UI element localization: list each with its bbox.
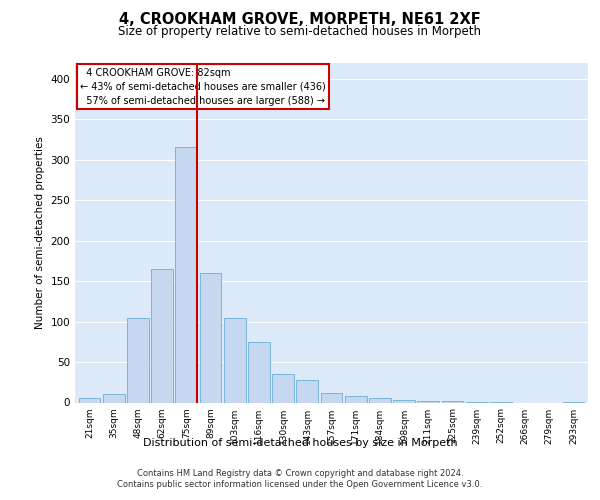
Bar bbox=[127, 318, 149, 402]
Text: 4, CROOKHAM GROVE, MORPETH, NE61 2XF: 4, CROOKHAM GROVE, MORPETH, NE61 2XF bbox=[119, 12, 481, 28]
Bar bbox=[369, 398, 391, 402]
Y-axis label: Number of semi-detached properties: Number of semi-detached properties bbox=[35, 136, 45, 329]
Text: Size of property relative to semi-detached houses in Morpeth: Size of property relative to semi-detach… bbox=[119, 25, 482, 38]
Bar bbox=[296, 380, 318, 402]
Bar bbox=[345, 396, 367, 402]
Bar bbox=[272, 374, 294, 402]
Bar bbox=[103, 394, 125, 402]
Text: 4 CROOKHAM GROVE: 82sqm
← 43% of semi-detached houses are smaller (436)
  57% of: 4 CROOKHAM GROVE: 82sqm ← 43% of semi-de… bbox=[80, 68, 326, 106]
Bar bbox=[393, 400, 415, 402]
Bar bbox=[248, 342, 270, 402]
Bar bbox=[151, 269, 173, 402]
Text: Contains public sector information licensed under the Open Government Licence v3: Contains public sector information licen… bbox=[118, 480, 482, 489]
Bar bbox=[175, 148, 197, 402]
Bar bbox=[320, 393, 343, 402]
Bar bbox=[79, 398, 100, 402]
Text: Distribution of semi-detached houses by size in Morpeth: Distribution of semi-detached houses by … bbox=[143, 438, 457, 448]
Text: Contains HM Land Registry data © Crown copyright and database right 2024.: Contains HM Land Registry data © Crown c… bbox=[137, 469, 463, 478]
Bar bbox=[200, 273, 221, 402]
Bar bbox=[418, 401, 439, 402]
Bar bbox=[224, 318, 245, 402]
Bar bbox=[442, 401, 463, 402]
